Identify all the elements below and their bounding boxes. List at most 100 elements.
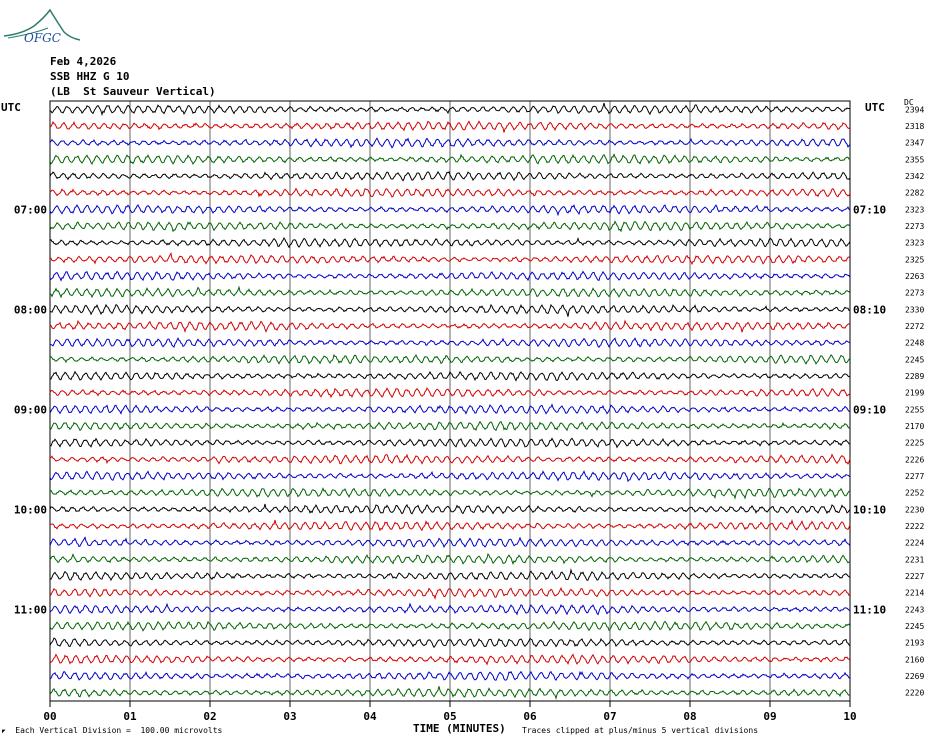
dc-value: 2318 [905, 122, 924, 131]
seismic-trace [49, 370, 851, 382]
seismic-trace [49, 453, 851, 465]
seismic-trace [49, 337, 851, 349]
seismic-trace [49, 270, 851, 282]
right-time-label: 07:10 [853, 203, 886, 216]
seismic-trace [49, 220, 851, 233]
dc-value: 2220 [905, 689, 924, 698]
seismic-trace [49, 285, 851, 299]
seismic-trace [49, 252, 851, 266]
x-axis-title: TIME (MINUTES) [413, 722, 506, 735]
station-location: (LB St Sauveur Vertical) [50, 85, 216, 98]
seismic-trace [49, 686, 851, 700]
x-tick-label: 09 [763, 710, 776, 723]
dc-value: 2214 [905, 589, 924, 598]
seismic-trace [49, 420, 851, 432]
dc-value: 2193 [905, 639, 924, 648]
dc-value: 2323 [905, 239, 924, 248]
seismic-trace [49, 602, 851, 616]
dc-value: 2230 [905, 505, 924, 514]
left-time-label: 11:00 [14, 603, 47, 616]
scale-note-text: Each Vertical Division = 100.00 microvol… [15, 726, 223, 735]
seismic-trace [49, 552, 851, 566]
left-time-label: 09:00 [14, 403, 47, 416]
seismic-trace [49, 518, 851, 532]
x-tick-label: 05 [443, 710, 456, 723]
recording-date: Feb 4,2026 [50, 55, 117, 68]
seismic-trace [49, 137, 851, 149]
right-utc-label: UTC [865, 101, 885, 114]
right-time-label: 10:10 [853, 503, 886, 516]
left-utc-label: UTC [1, 101, 21, 114]
x-tick-label: 03 [283, 710, 296, 723]
seismic-trace [49, 102, 851, 117]
logo-text: OFGC [24, 31, 61, 44]
seismic-trace [49, 487, 851, 500]
dc-value: 2342 [905, 172, 924, 181]
dc-value: 2160 [905, 655, 924, 664]
dc-value: 2227 [905, 572, 924, 581]
dc-value: 2355 [905, 155, 924, 164]
x-tick-label: 08 [683, 710, 696, 723]
dc-value: 2325 [905, 255, 924, 264]
dc-value: 2252 [905, 489, 924, 498]
seismic-trace [49, 303, 851, 317]
dc-value: 2263 [905, 272, 924, 281]
x-tick-label: 04 [363, 710, 377, 723]
x-tick-label: 07 [603, 710, 616, 723]
dc-value: 2226 [905, 455, 924, 464]
dc-value: 2269 [905, 672, 924, 681]
seismic-trace [49, 170, 851, 182]
seismic-trace [49, 120, 851, 133]
seismic-trace [49, 319, 851, 334]
dc-value: 2289 [905, 372, 924, 381]
x-tick-label: 02 [203, 710, 216, 723]
dc-value: 2225 [905, 439, 924, 448]
seismic-trace [49, 187, 851, 198]
dc-value: 2255 [905, 405, 924, 414]
dc-value: 2248 [905, 339, 924, 348]
clip-note: Traces clipped at plus/minus 5 vertical … [522, 726, 759, 735]
scale-note: ◤ Each Vertical Division = 100.00 microv… [2, 726, 223, 735]
dc-value: 2243 [905, 605, 924, 614]
left-time-label: 10:00 [14, 503, 47, 516]
right-time-label: 11:10 [853, 603, 886, 616]
dc-value: 2347 [905, 139, 924, 148]
dc-value: 2245 [905, 355, 924, 364]
right-time-label: 08:10 [853, 303, 886, 316]
dc-value: 2394 [905, 105, 924, 114]
x-tick-label: 01 [123, 710, 137, 723]
dc-value: 2231 [905, 555, 924, 564]
seismic-trace [49, 653, 851, 666]
dc-value: 2245 [905, 622, 924, 631]
dc-value: 2199 [905, 389, 924, 398]
dc-value: 2273 [905, 222, 924, 231]
dc-value: 2323 [905, 205, 924, 214]
seismic-trace [49, 353, 851, 365]
seismic-trace [49, 568, 851, 582]
dc-value: 2277 [905, 472, 924, 481]
seismic-trace [49, 670, 851, 682]
dc-value: 2273 [905, 289, 924, 298]
station-code: SSB HHZ G 10 [50, 70, 130, 83]
left-time-label: 07:00 [14, 203, 47, 216]
left-time-label: 08:00 [14, 303, 47, 316]
dc-value: 2222 [905, 522, 924, 531]
seismic-trace [49, 403, 851, 415]
right-time-label: 09:10 [853, 403, 886, 416]
dc-value: 2282 [905, 189, 924, 198]
dc-value: 2330 [905, 305, 924, 314]
seismic-trace [49, 586, 851, 600]
seismic-trace [49, 387, 851, 399]
dc-label: DC [904, 98, 914, 107]
seismic-trace [49, 620, 851, 632]
seismic-trace [49, 204, 851, 217]
seismic-trace [49, 637, 851, 649]
seismic-trace [49, 536, 851, 549]
dc-value: 2224 [905, 539, 924, 548]
seismic-trace [49, 437, 851, 449]
seismic-trace [49, 153, 851, 165]
seismic-trace [49, 503, 851, 515]
x-tick-label: 10 [843, 710, 856, 723]
x-tick-label: 00 [43, 710, 56, 723]
